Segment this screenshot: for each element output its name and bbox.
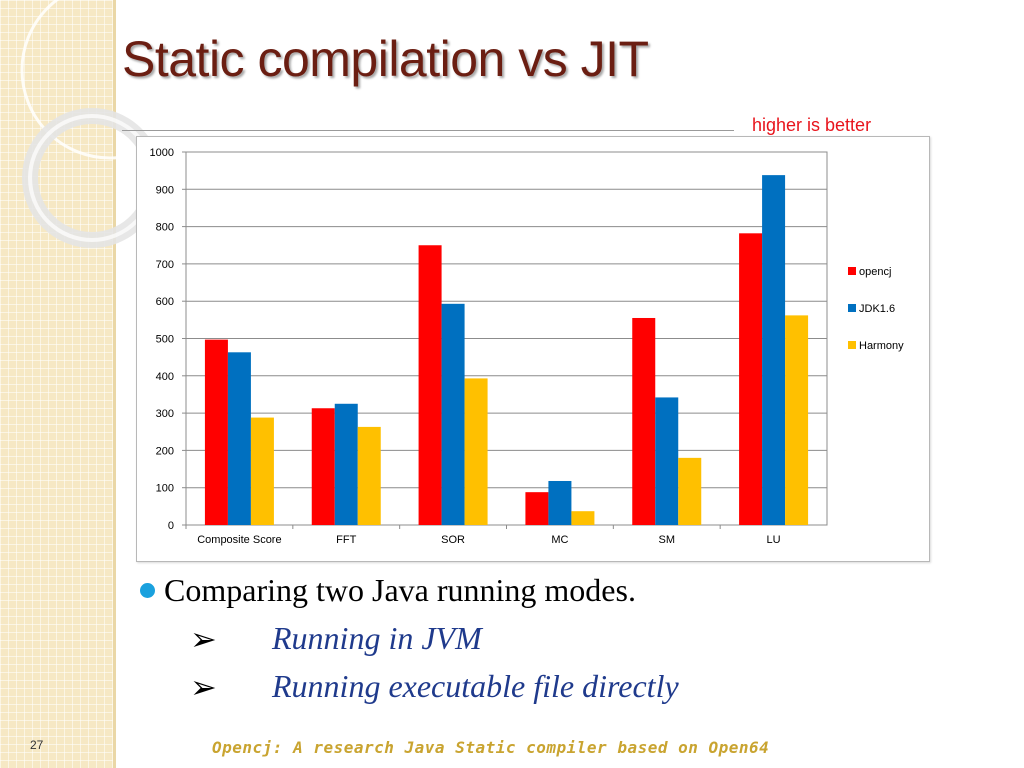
- chart-note: higher is better: [752, 115, 872, 135]
- bullet-item: Comparing two Java running modes.: [140, 572, 636, 609]
- bar-jdk1-6: [762, 175, 786, 525]
- bar-harmony: [250, 417, 274, 525]
- bar-opencj: [311, 408, 335, 525]
- y-tick-label: 100: [156, 483, 174, 495]
- legend-swatch: [848, 267, 856, 275]
- sub-bullet-text: Running executable file directly: [272, 668, 679, 704]
- title-divider: [122, 130, 734, 131]
- x-tick-label: SM: [659, 534, 676, 546]
- x-tick-label: Composite Score: [197, 534, 281, 546]
- bar-jdk1-6: [655, 397, 679, 525]
- bar-opencj: [525, 492, 549, 525]
- bar-harmony: [678, 457, 702, 525]
- bar-jdk1-6: [227, 352, 251, 525]
- legend-swatch: [848, 304, 856, 312]
- sub-bullet-text: Running in JVM: [272, 620, 482, 656]
- bar-opencj: [632, 317, 656, 525]
- y-tick-label: 1000: [150, 147, 174, 159]
- bullet-dot-icon: [140, 583, 155, 599]
- footer-text: Opencj: A research Java Static compiler …: [212, 738, 770, 757]
- sidebar-edge: [113, 0, 116, 768]
- bar-jdk1-6: [334, 403, 358, 525]
- bar-chart: 0 100 200 300 400 500 600 700 800 900 1000 Composit…: [150, 147, 905, 546]
- legend-label: Harmony: [859, 340, 904, 352]
- y-tick-label: 800: [156, 222, 174, 234]
- bar-opencj: [204, 339, 228, 525]
- decorative-sidebar: [0, 0, 113, 768]
- bar-harmony: [357, 426, 381, 525]
- legend-swatch: [848, 341, 856, 349]
- arrow-bullet-icon: ➢: [190, 669, 217, 705]
- x-tick-label: LU: [767, 534, 781, 546]
- y-tick-label: 400: [156, 371, 174, 383]
- bar-jdk1-6: [548, 480, 572, 525]
- y-tick-label: 200: [156, 445, 174, 457]
- slide-number: 27: [30, 738, 44, 752]
- y-tick-label: 600: [156, 296, 174, 308]
- legend-label: JDK1.6: [859, 303, 895, 315]
- y-tick-label: 700: [156, 259, 174, 271]
- y-tick-label: 300: [156, 408, 174, 420]
- y-tick-label: 900: [156, 184, 174, 196]
- bar-harmony: [464, 378, 488, 525]
- arrow-bullet-icon: ➢: [190, 621, 217, 657]
- x-tick-label: SOR: [441, 534, 465, 546]
- y-tick-label: 0: [168, 520, 174, 532]
- bar-opencj: [418, 245, 442, 525]
- bar-harmony: [785, 315, 809, 525]
- x-tick-label: FFT: [336, 534, 356, 546]
- slide-title: Static compilation vs JIT: [122, 31, 649, 87]
- y-tick-label: 500: [156, 334, 174, 346]
- legend-label: opencj: [859, 266, 891, 278]
- bullet-text: Comparing two Java running modes.: [164, 572, 636, 608]
- bar-opencj: [739, 233, 763, 525]
- bar-harmony: [571, 511, 595, 525]
- x-tick-label: MC: [551, 534, 568, 546]
- bar-jdk1-6: [441, 303, 465, 525]
